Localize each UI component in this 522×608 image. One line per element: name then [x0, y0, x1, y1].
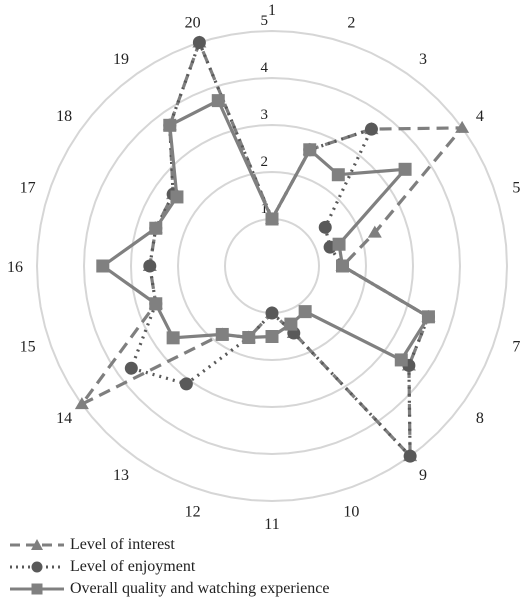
series-1 — [74, 35, 470, 462]
data-point — [455, 120, 470, 133]
category-label: 15 — [20, 338, 36, 355]
grid-ring — [35, 29, 509, 503]
radial-tick-labels: 1 2 3 4 5 — [261, 13, 269, 217]
category-label: 14 — [56, 410, 72, 427]
grid-ring — [223, 217, 321, 315]
series-line — [129, 40, 430, 458]
legend-swatch-interest — [10, 539, 64, 550]
category-label: 9 — [419, 467, 427, 484]
category-label: 13 — [113, 467, 129, 484]
data-point — [192, 36, 206, 50]
data-point — [124, 361, 138, 375]
legend-swatch-enjoyment — [10, 561, 64, 573]
category-label: 8 — [476, 410, 484, 427]
data-point — [364, 122, 378, 136]
series-3 — [96, 94, 435, 367]
data-point — [284, 317, 298, 331]
data-point — [332, 237, 346, 251]
data-point — [242, 331, 256, 345]
data-point — [211, 94, 225, 108]
category-labels: 1234567891011121314151617181920 — [7, 2, 520, 530]
legend-swatch-overall — [10, 583, 64, 595]
category-label: 18 — [56, 108, 72, 125]
legend-label: Level of enjoyment — [70, 558, 196, 575]
category-label: 1 — [268, 2, 276, 19]
data-point — [394, 353, 408, 367]
legend: Level of interest Level of enjoyment Ove… — [8, 534, 329, 600]
data-point — [318, 220, 332, 234]
category-label: 16 — [7, 259, 23, 276]
data-point — [143, 259, 157, 273]
data-point — [170, 190, 184, 204]
data-point — [336, 259, 349, 273]
data-point — [303, 143, 317, 157]
radial-tick-label: 3 — [261, 107, 269, 123]
legend-label: Level of interest — [70, 536, 175, 553]
radial-tick-label: 4 — [261, 60, 269, 76]
series-2 — [124, 36, 435, 463]
data-point — [298, 305, 312, 319]
grid-ring — [82, 76, 462, 456]
data-point — [74, 397, 89, 410]
radial-tick-label: 5 — [261, 13, 269, 29]
category-label: 5 — [512, 180, 520, 197]
data-point — [149, 297, 163, 311]
radar-grid — [35, 29, 509, 503]
category-label: 17 — [20, 180, 36, 197]
data-point — [331, 168, 345, 182]
data-point — [398, 162, 412, 176]
data-point — [403, 449, 417, 463]
data-point — [96, 259, 110, 273]
data-point — [265, 330, 279, 343]
category-label: 11 — [264, 516, 279, 530]
data-point — [149, 221, 163, 235]
category-label: 12 — [185, 503, 201, 520]
category-label: 7 — [512, 338, 520, 355]
radial-tick-label: 2 — [261, 154, 269, 170]
data-point — [265, 212, 279, 226]
data-point — [421, 310, 435, 324]
category-label: 2 — [347, 15, 355, 32]
legend-item-enjoyment: Level of enjoyment — [8, 556, 329, 578]
legend-item-interest: Level of interest — [8, 534, 329, 556]
series-layer — [74, 35, 470, 463]
legend-label: Overall quality and watching experience — [70, 580, 330, 597]
category-label: 10 — [343, 503, 359, 520]
radial-tick-label: 1 — [261, 201, 269, 217]
grid-ring — [176, 170, 368, 362]
legend-item-overall: Overall quality and watching experience — [8, 578, 329, 600]
series-line — [80, 40, 464, 458]
category-label: 20 — [185, 15, 201, 32]
category-label: 3 — [419, 51, 427, 68]
grid-ring — [129, 123, 415, 409]
data-point — [179, 377, 193, 391]
category-label: 19 — [113, 51, 129, 68]
data-point — [215, 327, 229, 341]
data-point — [163, 118, 177, 132]
category-label: 4 — [476, 108, 484, 125]
data-point — [265, 306, 279, 320]
data-point — [367, 225, 382, 238]
data-point — [166, 331, 180, 345]
